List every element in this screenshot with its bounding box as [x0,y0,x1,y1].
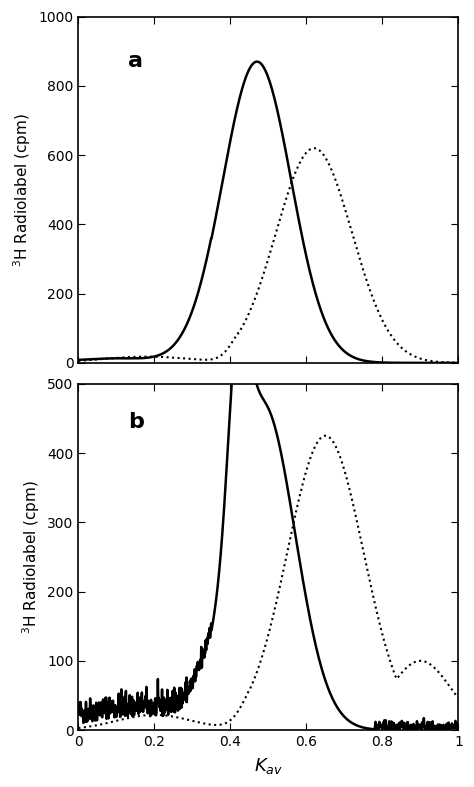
Y-axis label: $^{3}$H Radiolabel (cpm): $^{3}$H Radiolabel (cpm) [20,480,42,634]
Text: a: a [128,51,143,72]
Y-axis label: $^{3}$H Radiolabel (cpm): $^{3}$H Radiolabel (cpm) [11,113,33,267]
X-axis label: $K_{av}$: $K_{av}$ [254,756,283,776]
Text: b: b [128,412,144,431]
